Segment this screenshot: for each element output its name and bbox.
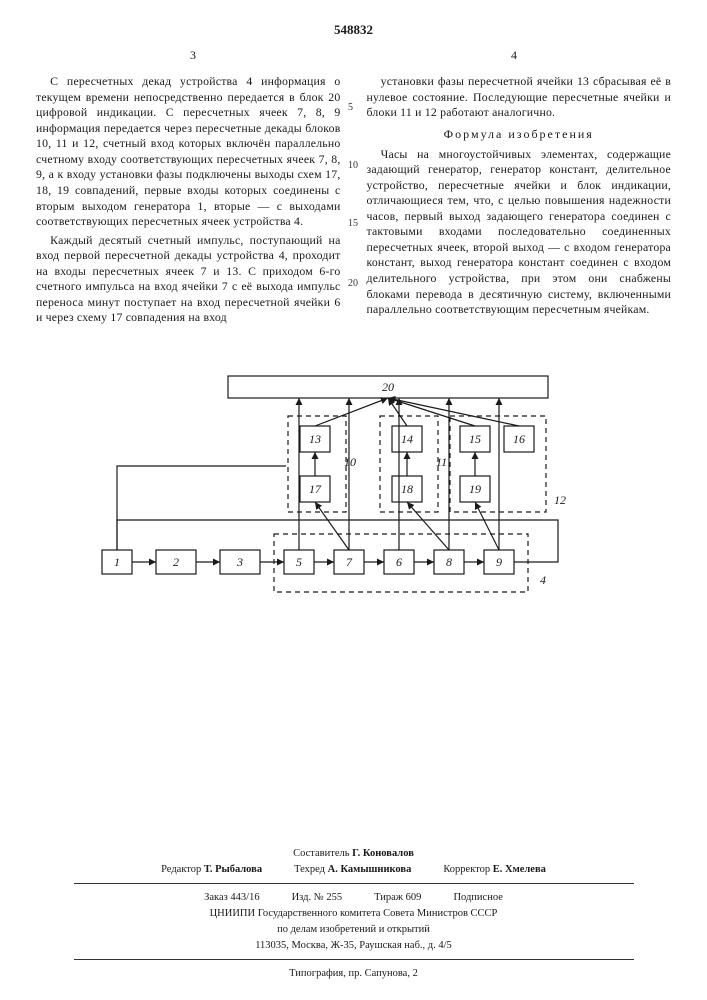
page-col-right: 4 xyxy=(511,48,517,63)
edge-13-20 xyxy=(315,398,388,426)
bus-line-2 xyxy=(117,466,286,550)
page-col-left: 3 xyxy=(190,48,196,63)
patent-number: 548832 xyxy=(0,22,707,38)
group-label-12: 12 xyxy=(554,493,566,507)
footer: Составитель Г. Коновалов Редактор Т. Рыб… xyxy=(0,846,707,982)
left-p1: С пересчетных декад устройства 4 информа… xyxy=(36,74,341,230)
order-no: Заказ 443/16 xyxy=(204,890,259,906)
block-label-14: 14 xyxy=(401,432,413,446)
line-number: 10 xyxy=(348,160,358,171)
line-number: 15 xyxy=(348,218,358,229)
right-p1: установки фазы пересчетной ячейки 13 сбр… xyxy=(367,74,672,121)
org: ЦНИИПИ Государственного комитета Совета … xyxy=(0,906,707,922)
block-label-7: 7 xyxy=(346,555,353,569)
author: Г. Коновалов xyxy=(352,848,414,859)
block-label-5: 5 xyxy=(296,555,302,569)
claim-title: Формула изобретения xyxy=(367,127,672,143)
edge-7-17 xyxy=(315,502,349,550)
line-number: 20 xyxy=(348,278,358,289)
text-columns: С пересчетных декад устройства 4 информа… xyxy=(36,74,671,329)
block-label-3: 3 xyxy=(236,555,243,569)
block-label-13: 13 xyxy=(309,432,321,446)
block-label-1: 1 xyxy=(114,555,120,569)
group-label-11: 11 xyxy=(436,455,447,469)
right-p2: Часы на многоустойчивых элементах, содер… xyxy=(367,147,672,318)
block-label-17: 17 xyxy=(309,482,322,496)
tirage: Тираж 609 xyxy=(374,890,421,906)
block-label-6: 6 xyxy=(396,555,402,569)
block-label-19: 19 xyxy=(469,482,481,496)
block-label-16: 16 xyxy=(513,432,525,446)
block-label-18: 18 xyxy=(401,482,413,496)
group-label-4: 4 xyxy=(540,573,546,587)
block-label-2: 2 xyxy=(173,555,179,569)
edge-9-19 xyxy=(475,502,499,550)
edge-8-18 xyxy=(407,502,449,550)
editor-label: Редактор xyxy=(161,864,201,875)
techred-label: Техред xyxy=(294,864,325,875)
page: 548832 3 4 С пересчетных декад устройств… xyxy=(0,0,707,1000)
block-label-8: 8 xyxy=(446,555,452,569)
schematic-figure: 4101112123567891314151617181920 xyxy=(88,358,648,618)
org2: по делам изобретений и открытий xyxy=(0,922,707,938)
line-number: 5 xyxy=(348,102,353,113)
corrector: Е. Хмелева xyxy=(493,864,546,875)
izd-no: Изд. № 255 xyxy=(292,890,343,906)
footer-rule-1 xyxy=(74,883,634,884)
edge-14-20 xyxy=(388,398,407,426)
right-column: установки фазы пересчетной ячейки 13 сбр… xyxy=(367,74,672,329)
subscription: Подписное xyxy=(453,890,502,906)
corrector-label: Корректор xyxy=(443,864,490,875)
left-column: С пересчетных декад устройства 4 информа… xyxy=(36,74,341,329)
address: 113035, Москва, Ж-35, Раушская наб., д. … xyxy=(0,938,707,954)
block-label-15: 15 xyxy=(469,432,481,446)
block-label-20: 20 xyxy=(382,380,394,394)
edge-15-20 xyxy=(388,398,475,426)
author-label: Составитель xyxy=(293,848,349,859)
left-p2: Каждый десятый счетный импульс, поступаю… xyxy=(36,233,341,326)
editor: Т. Рыбалова xyxy=(204,864,262,875)
group-label-10: 10 xyxy=(344,455,356,469)
techred: А. Камышникова xyxy=(328,864,412,875)
typography: Типография, пр. Сапунова, 2 xyxy=(0,966,707,982)
block-label-9: 9 xyxy=(496,555,502,569)
schematic-svg: 4101112123567891314151617181920 xyxy=(88,358,648,618)
footer-rule-2 xyxy=(74,959,634,960)
